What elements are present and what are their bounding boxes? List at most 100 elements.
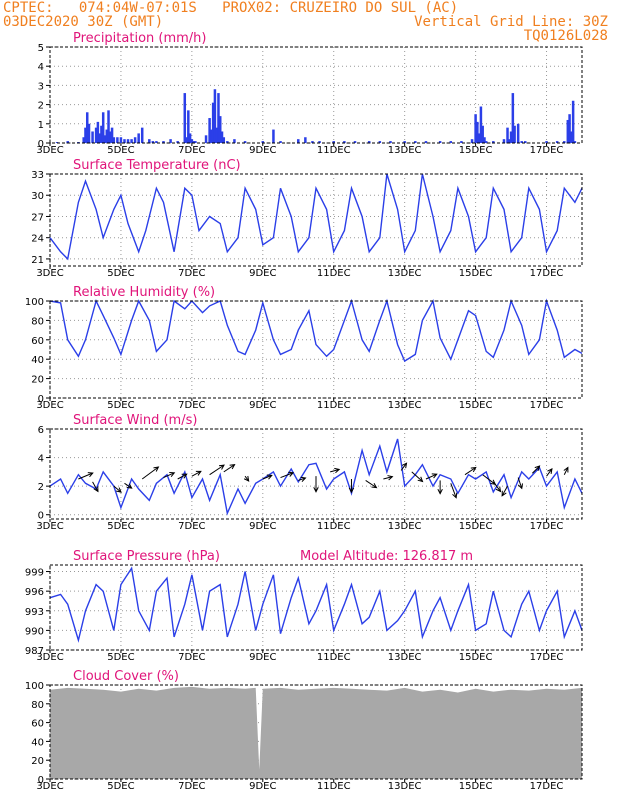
y-tick-label: 3 bbox=[38, 81, 44, 92]
x-tick-label: 7DEC bbox=[178, 268, 205, 279]
y-tick-label: 40 bbox=[31, 355, 44, 366]
wind-arrow-head bbox=[181, 473, 188, 479]
panel-title: Relative Humidity (%) bbox=[73, 285, 215, 300]
x-tick-label: 7DEC bbox=[178, 145, 205, 156]
precip-bar bbox=[215, 127, 218, 143]
wind-arrow-shaft bbox=[141, 466, 159, 480]
wind-arrow-shaft bbox=[411, 471, 423, 482]
x-tick-label: 13DEC bbox=[388, 400, 422, 411]
precip-bar bbox=[119, 137, 123, 143]
precip-bar bbox=[524, 141, 527, 143]
wind-arrow-head bbox=[288, 471, 295, 477]
wind-arrow-head bbox=[431, 473, 438, 479]
panel-title: Surface Pressure (hPa) bbox=[73, 549, 220, 564]
header-model-id: TQ0126L028 bbox=[523, 28, 608, 44]
precip-bar bbox=[176, 141, 179, 143]
series-line bbox=[49, 298, 583, 363]
panel-frame bbox=[49, 564, 583, 651]
cloud-cover-area bbox=[50, 686, 582, 779]
precip-bar bbox=[140, 127, 144, 143]
precip-bar bbox=[513, 125, 516, 143]
precip-bar bbox=[483, 137, 486, 143]
precip-bar bbox=[96, 121, 100, 143]
y-tick-label: 0 bbox=[38, 775, 44, 786]
wind-arrow-head bbox=[195, 470, 202, 476]
x-tick-label: 13DEC bbox=[388, 652, 422, 663]
precip-bar bbox=[226, 141, 229, 143]
wind-arrow-shaft bbox=[163, 472, 175, 479]
x-tick-label: 3DEC bbox=[36, 521, 63, 532]
precip-bar bbox=[343, 141, 346, 143]
precip-bar bbox=[107, 110, 110, 143]
precip-bar bbox=[87, 123, 91, 143]
x-tick-label: 9DEC bbox=[249, 781, 276, 792]
wind-arrow-head bbox=[153, 466, 160, 472]
y-tick-label: 996 bbox=[25, 587, 44, 598]
x-tick-label: 11DEC bbox=[317, 652, 351, 663]
header-line-1: CPTEC: 074:04W-07:01S PROX02: CRUZEIRO D… bbox=[3, 0, 459, 16]
wind-arrow-shaft bbox=[330, 468, 340, 473]
precip-bar bbox=[169, 139, 172, 143]
wind-arrow-head bbox=[387, 475, 394, 481]
y-tick-label: 80 bbox=[31, 700, 44, 711]
wind-arrow-shaft bbox=[517, 477, 523, 489]
wind-arrow-head bbox=[547, 468, 553, 474]
wind-arrow-head bbox=[563, 466, 569, 473]
x-tick-label: 17DEC bbox=[530, 145, 564, 156]
y-tick-label: 2 bbox=[38, 101, 44, 112]
x-tick-label: 17DEC bbox=[530, 400, 564, 411]
y-tick-label: 993 bbox=[25, 607, 44, 618]
x-tick-label: 11DEC bbox=[317, 781, 351, 792]
panel-frame bbox=[49, 300, 583, 399]
x-tick-label: 13DEC bbox=[388, 268, 422, 279]
series-line bbox=[49, 173, 583, 261]
wind-arrow-shaft bbox=[209, 464, 225, 476]
x-tick-label: 13DEC bbox=[388, 145, 422, 156]
precip-bar bbox=[110, 127, 114, 143]
precip-bar bbox=[353, 141, 357, 143]
y-tick-label: 60 bbox=[31, 336, 44, 347]
panel-annotation: Model Altitude: 126.817 m bbox=[300, 549, 473, 564]
precip-bar bbox=[477, 133, 481, 143]
wind-arrow-head bbox=[470, 466, 477, 473]
precip-bar bbox=[484, 141, 488, 143]
precip-bar bbox=[516, 123, 520, 143]
precip-bar bbox=[148, 139, 151, 143]
wind-arrow-head bbox=[495, 486, 502, 493]
x-tick-label: 13DEC bbox=[388, 521, 422, 532]
precip-bar bbox=[414, 141, 417, 143]
wind-arrow-shaft bbox=[92, 481, 99, 492]
y-tick-label: 6 bbox=[38, 425, 44, 436]
precip-bar bbox=[261, 141, 265, 143]
wind-arrow-head bbox=[371, 483, 378, 489]
precip-bar bbox=[511, 93, 515, 143]
precip-bar bbox=[85, 112, 89, 143]
x-tick-label: 5DEC bbox=[107, 400, 134, 411]
precip-bar bbox=[84, 127, 87, 143]
precip-bar bbox=[100, 125, 103, 143]
wind-arrow-head bbox=[126, 483, 133, 489]
x-tick-label: 3DEC bbox=[36, 268, 63, 279]
precip-bar bbox=[476, 121, 479, 143]
precip-bar bbox=[101, 112, 105, 143]
y-tick-label: 24 bbox=[31, 234, 44, 245]
precip-bar bbox=[545, 141, 548, 143]
precip-bar bbox=[112, 137, 116, 143]
x-tick-label: 9DEC bbox=[249, 268, 276, 279]
precip-bar bbox=[183, 93, 187, 143]
wind-arrow-shaft bbox=[124, 482, 132, 489]
precip-bar bbox=[520, 141, 523, 143]
wind-arrow-shaft bbox=[113, 485, 122, 493]
precip-bar bbox=[123, 139, 126, 143]
x-tick-label: 15DEC bbox=[459, 521, 493, 532]
precip-bar bbox=[94, 127, 98, 143]
wind-arrow-head bbox=[517, 483, 523, 490]
panel-title: Surface Temperature (nC) bbox=[73, 158, 241, 173]
wind-arrow-head bbox=[218, 464, 225, 470]
wind-arrow-shaft bbox=[280, 472, 294, 479]
x-tick-label: 7DEC bbox=[178, 652, 205, 663]
wind-arrow-head bbox=[334, 467, 341, 474]
y-tick-label: 100 bbox=[25, 681, 44, 692]
y-tick-label: 990 bbox=[25, 626, 44, 637]
wind-arrow-shaft bbox=[492, 481, 501, 492]
